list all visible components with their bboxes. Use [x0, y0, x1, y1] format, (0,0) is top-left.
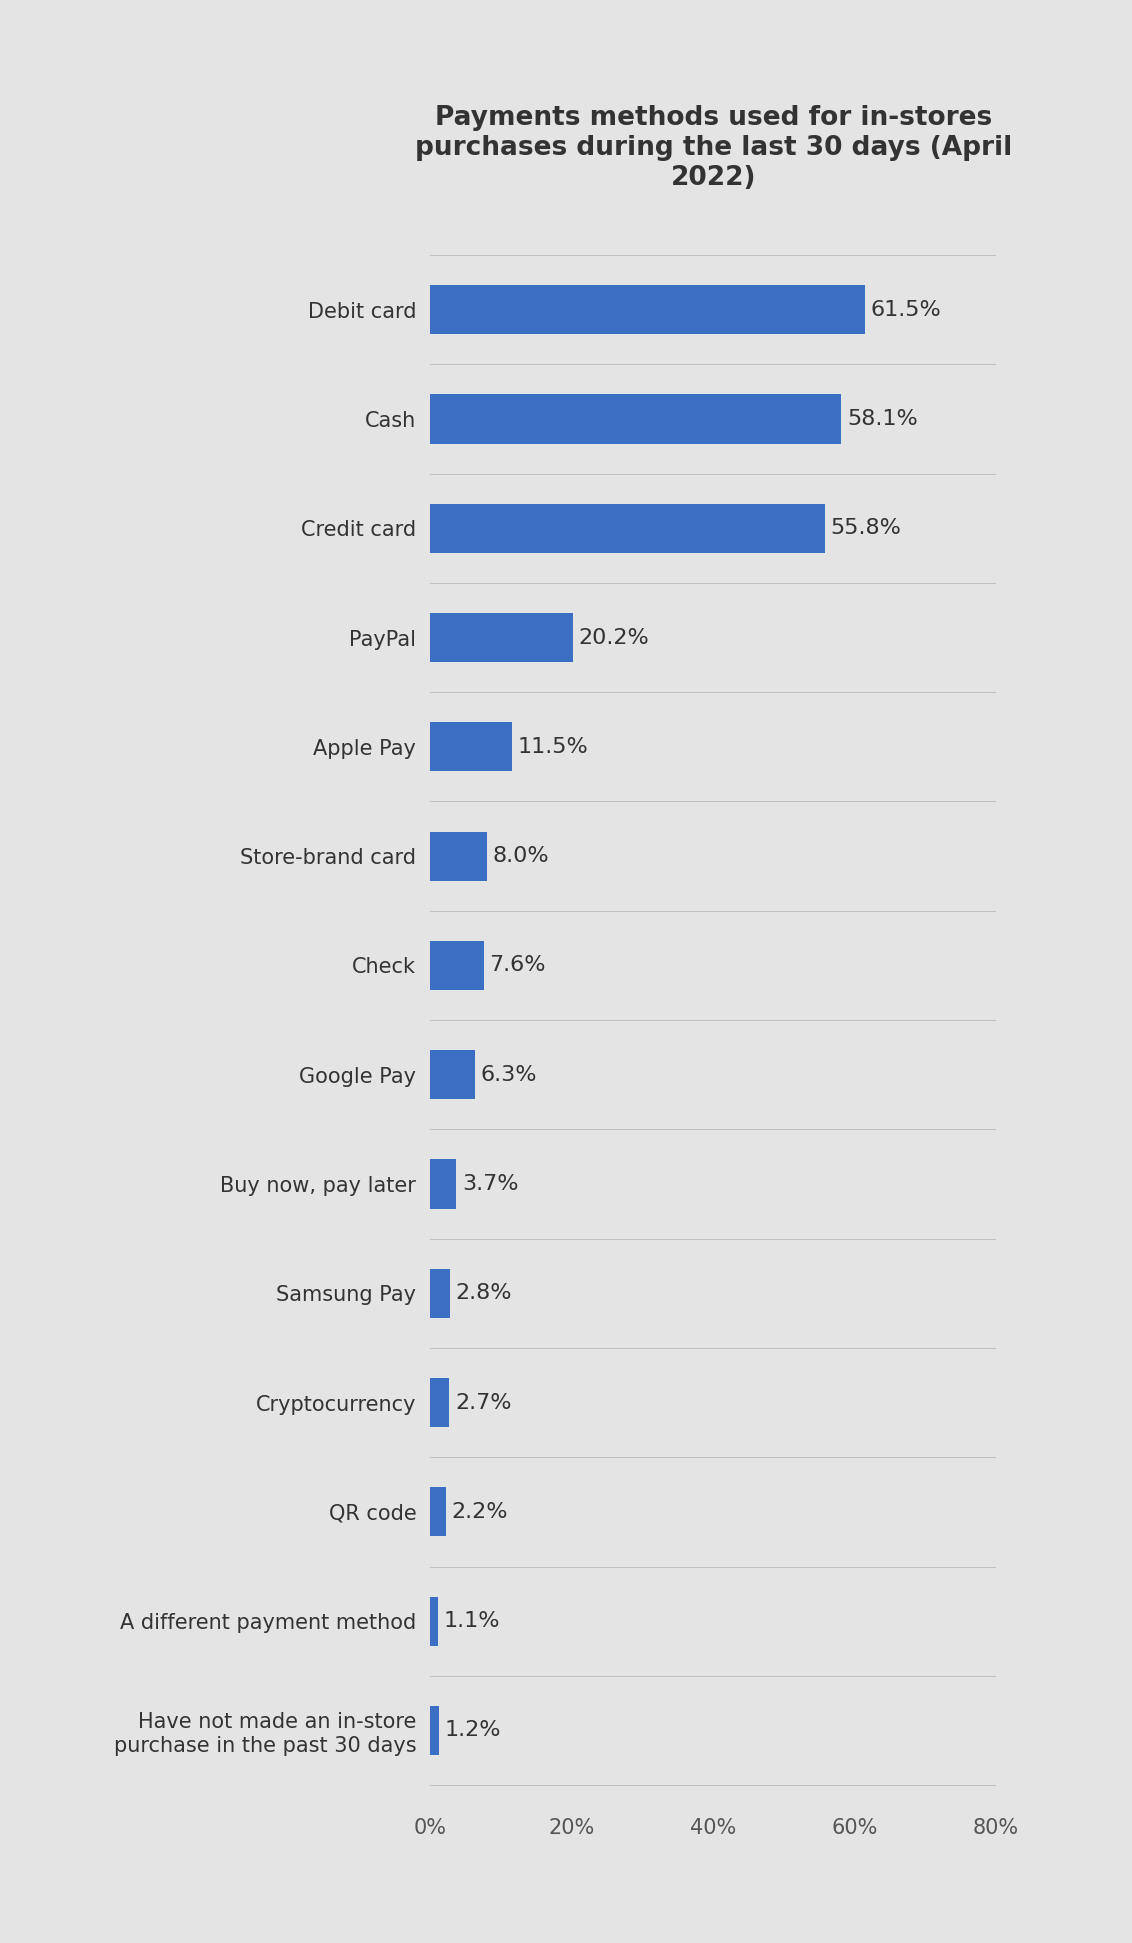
- Bar: [430, 1378, 449, 1428]
- Text: 6.3%: 6.3%: [480, 1065, 537, 1084]
- Bar: [430, 1706, 439, 1755]
- Bar: [430, 1160, 456, 1209]
- Bar: [430, 1049, 474, 1100]
- Text: 55.8%: 55.8%: [831, 519, 901, 538]
- Text: 7.6%: 7.6%: [489, 956, 546, 975]
- Text: 2.2%: 2.2%: [452, 1502, 508, 1521]
- Bar: [430, 1269, 451, 1317]
- Text: 1.2%: 1.2%: [444, 1720, 500, 1741]
- Bar: [430, 394, 841, 443]
- Bar: [430, 286, 865, 334]
- Bar: [430, 1597, 438, 1646]
- Text: 2.8%: 2.8%: [455, 1282, 512, 1304]
- Text: 11.5%: 11.5%: [517, 736, 588, 758]
- Bar: [430, 503, 825, 554]
- Bar: [430, 723, 512, 771]
- Text: 3.7%: 3.7%: [462, 1174, 518, 1195]
- Text: 2.7%: 2.7%: [455, 1393, 512, 1413]
- Text: 1.1%: 1.1%: [444, 1611, 500, 1632]
- Bar: [430, 1486, 446, 1537]
- Text: 58.1%: 58.1%: [847, 408, 918, 429]
- Text: 61.5%: 61.5%: [871, 299, 942, 321]
- Bar: [430, 940, 484, 991]
- Bar: [430, 612, 573, 663]
- Text: 20.2%: 20.2%: [578, 628, 650, 647]
- Bar: [430, 832, 487, 880]
- Title: Payments methods used for in-stores
purchases during the last 30 days (April
202: Payments methods used for in-stores purc…: [414, 105, 1012, 190]
- Text: 8.0%: 8.0%: [492, 845, 549, 867]
